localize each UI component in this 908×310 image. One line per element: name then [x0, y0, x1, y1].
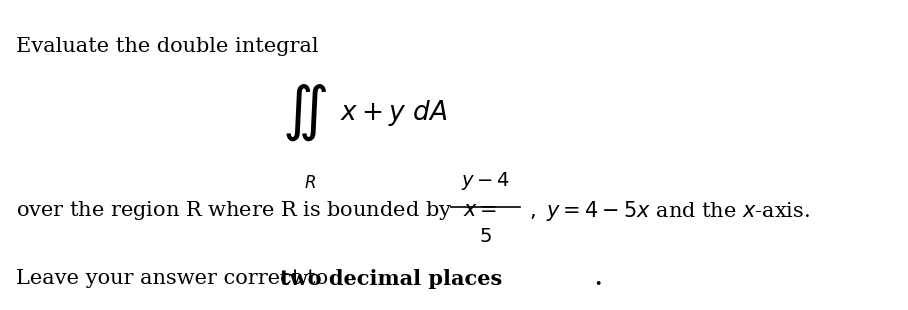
Text: $R$: $R$: [303, 175, 316, 192]
Text: two decimal places: two decimal places: [280, 269, 502, 289]
Text: Evaluate the double integral: Evaluate the double integral: [16, 37, 319, 56]
Text: .: .: [595, 269, 602, 289]
Text: $5$: $5$: [479, 228, 492, 246]
Text: over the region R where R is bounded by  $x=$: over the region R where R is bounded by …: [16, 199, 498, 222]
Text: $x+y\ dA$: $x+y\ dA$: [340, 98, 449, 128]
Text: $y-4$: $y-4$: [461, 170, 510, 192]
Text: $\iint$: $\iint$: [281, 83, 327, 144]
Text: Leave your answer correct to: Leave your answer correct to: [16, 269, 335, 289]
Text: $,\ y=4-5x$ and the $x$-axis.: $,\ y=4-5x$ and the $x$-axis.: [529, 199, 811, 223]
